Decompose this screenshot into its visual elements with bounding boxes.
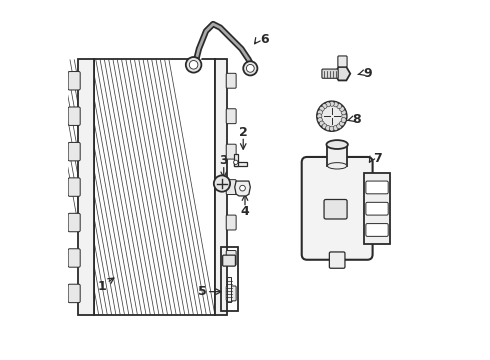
Polygon shape — [335, 67, 350, 80]
Circle shape — [234, 160, 238, 165]
Circle shape — [342, 114, 347, 119]
Bar — [78, 59, 95, 315]
Bar — [227, 278, 231, 302]
FancyBboxPatch shape — [68, 143, 80, 161]
Text: 9: 9 — [363, 67, 371, 80]
Ellipse shape — [326, 140, 348, 149]
FancyBboxPatch shape — [226, 286, 236, 301]
Circle shape — [214, 175, 230, 192]
Circle shape — [240, 185, 245, 191]
Bar — [234, 162, 247, 166]
Circle shape — [319, 121, 324, 126]
FancyBboxPatch shape — [226, 251, 236, 265]
Circle shape — [318, 110, 322, 115]
Text: 2: 2 — [239, 126, 247, 139]
Text: 6: 6 — [260, 33, 269, 46]
FancyBboxPatch shape — [68, 107, 80, 125]
Polygon shape — [364, 173, 391, 244]
FancyBboxPatch shape — [226, 144, 236, 159]
Circle shape — [329, 101, 334, 106]
Text: 1: 1 — [97, 280, 106, 293]
Text: 4: 4 — [241, 206, 249, 219]
Circle shape — [333, 102, 338, 107]
FancyBboxPatch shape — [366, 202, 388, 215]
Circle shape — [340, 121, 344, 126]
FancyBboxPatch shape — [68, 213, 80, 232]
Circle shape — [318, 118, 322, 122]
Circle shape — [317, 101, 347, 131]
Bar — [327, 145, 347, 166]
FancyBboxPatch shape — [226, 215, 236, 230]
Circle shape — [317, 114, 322, 119]
Ellipse shape — [327, 163, 347, 169]
Circle shape — [337, 104, 342, 109]
Circle shape — [322, 104, 327, 109]
FancyBboxPatch shape — [68, 249, 80, 267]
Circle shape — [333, 126, 338, 130]
Bar — [95, 59, 215, 315]
Text: 5: 5 — [198, 285, 207, 298]
Circle shape — [341, 110, 346, 115]
Text: 7: 7 — [373, 152, 382, 165]
Bar — [234, 154, 238, 166]
Text: 3: 3 — [220, 154, 228, 167]
FancyBboxPatch shape — [68, 72, 80, 90]
Circle shape — [329, 126, 334, 131]
FancyBboxPatch shape — [68, 284, 80, 303]
Circle shape — [186, 57, 201, 73]
FancyBboxPatch shape — [322, 69, 338, 78]
Circle shape — [189, 60, 198, 69]
FancyBboxPatch shape — [324, 199, 347, 219]
FancyBboxPatch shape — [366, 181, 388, 194]
Circle shape — [325, 102, 330, 107]
Circle shape — [337, 124, 342, 129]
Circle shape — [246, 64, 254, 72]
FancyBboxPatch shape — [222, 255, 235, 266]
Text: 8: 8 — [352, 113, 361, 126]
FancyBboxPatch shape — [226, 109, 236, 123]
FancyBboxPatch shape — [329, 252, 345, 268]
Circle shape — [325, 126, 330, 130]
FancyBboxPatch shape — [226, 73, 236, 88]
Bar — [215, 59, 227, 315]
FancyBboxPatch shape — [68, 178, 80, 196]
Circle shape — [319, 107, 324, 111]
Circle shape — [322, 124, 327, 129]
Polygon shape — [235, 181, 250, 196]
FancyBboxPatch shape — [338, 56, 347, 67]
Circle shape — [341, 118, 346, 122]
Bar — [220, 247, 238, 311]
FancyBboxPatch shape — [366, 224, 388, 237]
Circle shape — [340, 107, 344, 111]
FancyBboxPatch shape — [302, 157, 372, 260]
Circle shape — [243, 61, 257, 76]
FancyBboxPatch shape — [226, 180, 236, 194]
